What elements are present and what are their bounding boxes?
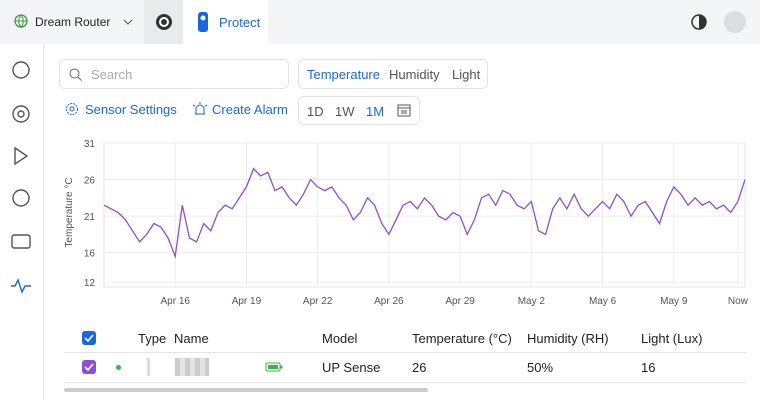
y-tick-label: 26 [84, 176, 96, 187]
x-tick-label: May 9 [660, 296, 688, 307]
check [84, 334, 94, 343]
y-tick-label: 16 [84, 249, 96, 260]
tab[interactable]: Humidity [389, 67, 440, 82]
divider [64, 352, 746, 353]
x-tick-label: Apr 26 [374, 296, 404, 307]
col-header: Type [138, 331, 167, 346]
plot-frame [103, 142, 746, 288]
col-header: Name [174, 331, 209, 346]
app-name: Protect [219, 15, 261, 30]
chart: 12 16 21 26 31 Apr 16 Apr 19 Apr 22 Apr 26 Apr 29… [64, 139, 749, 307]
globe-icon [14, 14, 28, 28]
theme-toggle[interactable] [690, 13, 708, 31]
alarm-icon [192, 102, 208, 115]
tab[interactable]: Light [452, 67, 481, 82]
y-tick-label: 21 [84, 212, 96, 223]
cell: 26 [412, 360, 427, 375]
app-switch[interactable] [144, 0, 183, 44]
app-icon [156, 14, 172, 30]
device-icon [147, 358, 150, 376]
name-blurred [175, 358, 209, 376]
y-tick-label: 12 [84, 278, 96, 289]
cell: 50% [527, 360, 554, 375]
col-header: Humidity (RH) [527, 331, 609, 346]
range[interactable]: 1W [335, 104, 355, 119]
sidebar-icons [11, 61, 31, 294]
row-select[interactable] [82, 360, 96, 374]
chevron[interactable] [123, 18, 133, 26]
calendar-icon[interactable] [397, 103, 411, 117]
x-tick-label: May 6 [589, 296, 617, 307]
x-tick-label: Now [728, 296, 749, 307]
select-all[interactable] [82, 331, 96, 345]
cell: 16 [641, 360, 656, 375]
temperature-line [103, 167, 746, 259]
x-tick-label: Apr 29 [445, 296, 475, 307]
tab[interactable]: Temperature [307, 67, 380, 82]
sidebar [0, 44, 44, 400]
metric-tabs: Temperature Humidity Light [298, 59, 488, 89]
status-dot [116, 365, 121, 370]
x-tick-label: May 2 [518, 296, 546, 307]
app-tab[interactable]: Protect [183, 0, 268, 44]
protect-icon [198, 12, 208, 32]
range-tabs: 1D 1W 1M [298, 96, 420, 125]
cell: UP Sense [322, 360, 381, 375]
gear-icon [66, 103, 78, 115]
search-icon [69, 68, 82, 81]
x-tick-label: Apr 19 [232, 296, 262, 307]
y-tick-label: 31 [84, 139, 96, 150]
range[interactable]: 1M [366, 104, 385, 119]
x-tick-label: Apr 16 [160, 296, 190, 307]
avatar[interactable] [724, 11, 746, 33]
divider [64, 382, 746, 383]
sensor-settings[interactable]: Sensor Settings [85, 102, 177, 117]
col-header: Model [322, 331, 358, 346]
site-name[interactable]: Dream Router [35, 15, 111, 29]
create-alarm[interactable]: Create Alarm [212, 102, 288, 117]
top-bar: Dream Router Protect [0, 0, 760, 44]
search-placeholder: Search [91, 67, 133, 82]
x-tick-label: Apr 22 [303, 296, 333, 307]
col-header: Light (Lux) [641, 331, 703, 346]
range[interactable]: 1D [307, 104, 324, 119]
y-axis-label: Temperature °C [64, 177, 75, 247]
scrollbar[interactable] [64, 388, 428, 392]
col-header: Temperature (°C) [412, 331, 512, 346]
search-box[interactable]: Search [59, 59, 289, 89]
check [84, 363, 94, 372]
battery-icon [265, 362, 283, 372]
